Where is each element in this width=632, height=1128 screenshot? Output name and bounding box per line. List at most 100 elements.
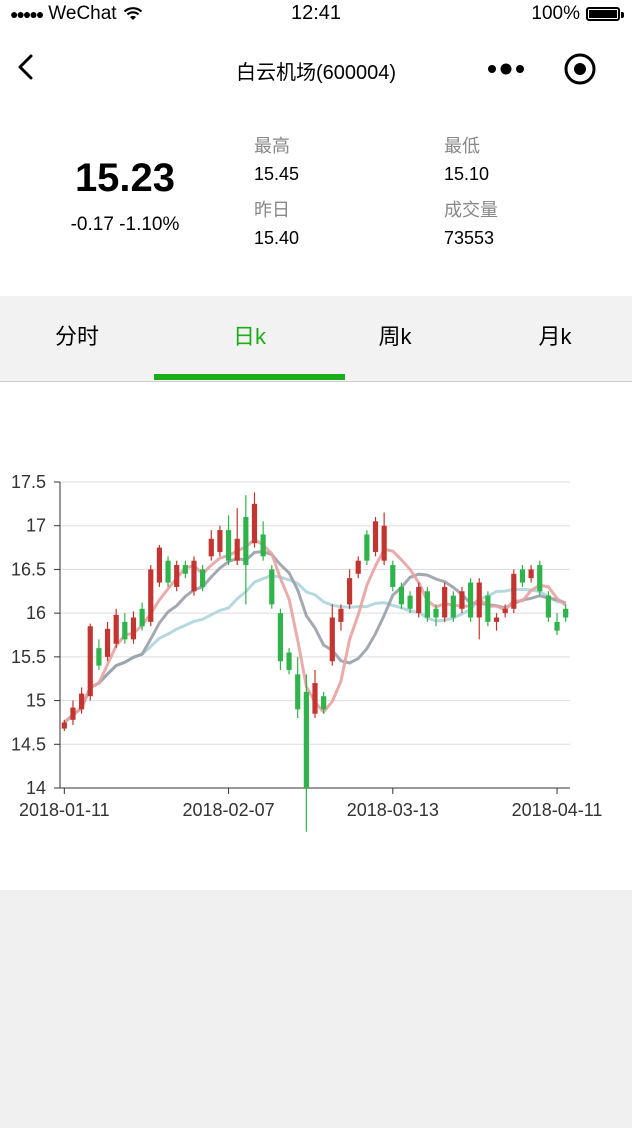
candle	[563, 608, 569, 618]
candle	[519, 569, 526, 583]
wifi-icon	[123, 7, 142, 20]
candle	[528, 569, 534, 579]
candle	[485, 595, 491, 622]
candle	[381, 525, 387, 561]
low-value: 15.10	[444, 164, 490, 184]
x-tick-label: 2018-03-13	[347, 800, 439, 820]
signal-strength-icon: ●●●●●	[10, 6, 44, 22]
y-tick-label: 14.5	[11, 734, 46, 754]
candle	[502, 608, 508, 614]
high-value: 15.45	[254, 164, 300, 184]
volume-value: 73553	[444, 228, 495, 248]
candle	[545, 595, 551, 618]
candle	[433, 608, 439, 618]
tab-intraday[interactable]: 分时	[54, 324, 99, 349]
close-miniprogram-icon[interactable]	[563, 52, 597, 86]
y-tick-label: 15	[26, 691, 46, 711]
back-icon[interactable]	[12, 52, 42, 82]
candle	[459, 591, 465, 609]
candle	[156, 547, 162, 583]
candle	[398, 586, 405, 605]
candle	[312, 683, 318, 714]
candle	[442, 586, 448, 618]
candle	[355, 560, 361, 574]
candle	[139, 608, 145, 627]
candle	[511, 573, 517, 609]
candle	[424, 591, 430, 618]
candle	[113, 614, 119, 644]
candle	[122, 621, 128, 640]
ma20-line	[63, 573, 566, 724]
y-tick-label: 16.5	[11, 559, 46, 579]
y-tick-label: 17.5	[11, 472, 46, 492]
candle	[260, 534, 266, 557]
candle	[208, 538, 214, 557]
page-title: 白云机场(600004)	[235, 62, 397, 84]
candle	[148, 569, 154, 622]
candle	[416, 586, 422, 614]
ma10-line	[63, 549, 567, 724]
y-tick-label: 16	[26, 603, 46, 623]
candle	[234, 538, 240, 561]
prev-close-value: 15.40	[254, 228, 300, 248]
current-price: 15.23	[74, 156, 176, 200]
candle	[303, 691, 309, 788]
candle	[450, 595, 456, 618]
more-options-icon[interactable]	[484, 62, 528, 76]
period-tabs: 分时 日k 周k 月k	[0, 296, 632, 382]
tab-monthly-k[interactable]: 月k	[538, 324, 572, 349]
candle	[537, 565, 543, 592]
clock: 12:41	[290, 2, 342, 24]
y-tick-label: 14	[26, 778, 46, 798]
candle	[104, 628, 111, 657]
candle	[390, 565, 396, 587]
candle	[372, 521, 379, 552]
kline-chart-panel: 14 14.5 15 15.5 16 16.5 17 17.5 2018-01-11 2018-0…	[0, 382, 632, 890]
candle	[269, 569, 275, 605]
price-change: -0.17 -1.10%	[70, 214, 180, 235]
prev-close-label: 昨日	[254, 200, 290, 220]
y-tick-label: 15.5	[11, 647, 46, 667]
candle	[87, 626, 93, 697]
candle	[79, 693, 85, 710]
battery-percent: 100%	[531, 3, 580, 24]
battery-status: 100%	[531, 3, 624, 25]
candle	[407, 595, 413, 609]
y-tick-label: 17	[26, 516, 46, 536]
candle	[554, 621, 560, 631]
candle	[277, 613, 284, 662]
candle	[61, 722, 67, 729]
candle	[321, 696, 327, 710]
candle	[295, 674, 301, 710]
quote-panel: 15.23 -0.17 -1.10% 最高 15.45 昨日 15.40 最低 …	[0, 106, 632, 296]
candle	[200, 569, 206, 587]
signal-and-carrier: ●●●●● WeChat	[10, 3, 144, 25]
candle	[70, 707, 76, 720]
tab-weekly-k[interactable]: 周k	[378, 324, 412, 349]
carrier-label: WeChat	[48, 3, 117, 24]
candle	[338, 608, 344, 622]
candle	[364, 534, 370, 561]
x-tick-label: 2018-02-07	[183, 800, 275, 820]
low-label: 最低	[444, 136, 480, 156]
nav-bar: 白云机场(600004)	[0, 30, 632, 106]
kline-chart[interactable]: 14 14.5 15 15.5 16 16.5 17 17.5 2018-01-11 2018-0…	[0, 382, 632, 890]
candle	[251, 503, 258, 544]
candle	[191, 560, 197, 592]
candle	[286, 652, 292, 670]
status-bar: ●●●●● WeChat 12:41 100%	[0, 0, 632, 30]
candle	[130, 617, 137, 640]
candle	[182, 565, 188, 574]
battery-icon	[586, 7, 624, 21]
candle	[174, 565, 180, 587]
candle	[217, 530, 223, 552]
tab-daily-k[interactable]: 日k	[232, 324, 266, 349]
candle	[225, 530, 232, 561]
high-label: 最高	[254, 136, 290, 156]
candle	[468, 582, 474, 618]
volume-label: 成交量	[444, 200, 498, 220]
x-tick-label: 2018-01-11	[19, 800, 110, 820]
candle	[346, 578, 353, 605]
x-tick-label: 2018-04-11	[512, 800, 603, 820]
candle	[96, 648, 102, 666]
